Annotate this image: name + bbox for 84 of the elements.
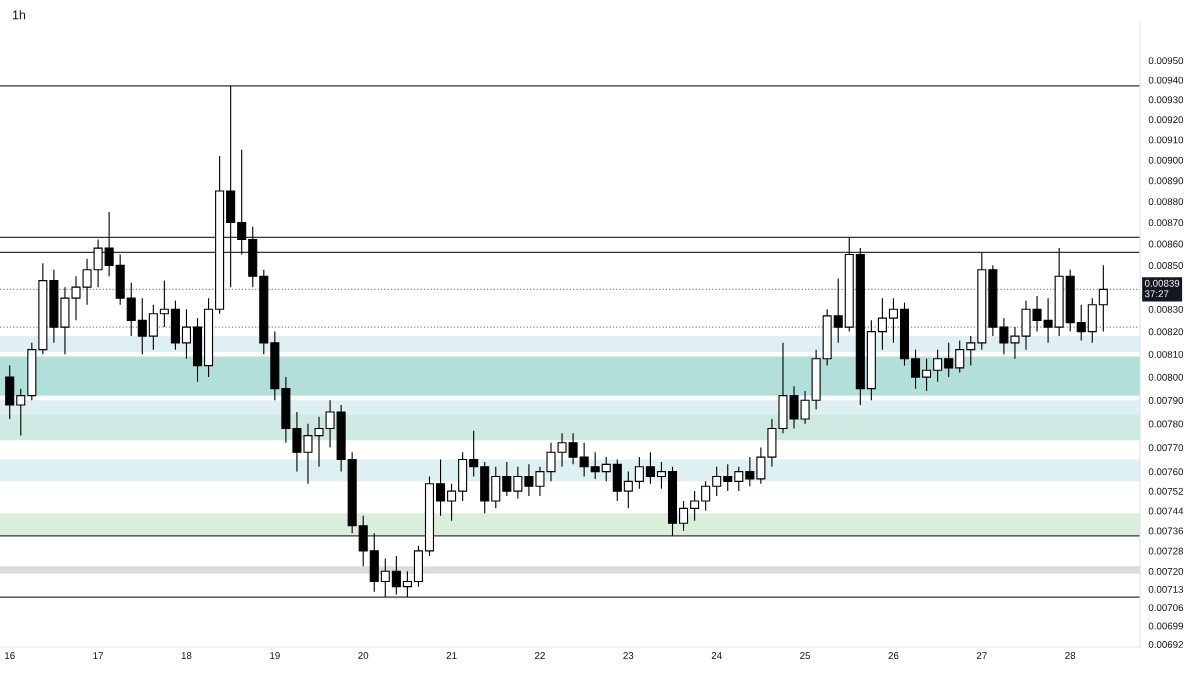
x-tick-label: 23 [623,652,634,659]
y-tick-label: 0.00790 [1148,396,1184,404]
y-tick-label: 0.00752 [1148,487,1183,495]
candlestick [436,458,446,517]
candlestick [104,211,114,277]
candlestick [590,451,600,480]
candlestick [911,349,921,390]
candlestick [579,442,589,478]
y-tick-label: 0.00890 [1148,177,1184,185]
candlestick [148,304,158,351]
candlestick [181,308,191,360]
y-tick-label: 0.00728 [1148,547,1184,555]
candlestick [712,466,722,497]
candlestick [502,461,512,497]
candlestick [723,463,733,492]
x-tick-label: 24 [711,652,722,659]
y-tick-label: 0.00692 [1148,641,1183,648]
candlestick [513,466,523,500]
x-tick-label: 26 [888,652,899,659]
candlestick [734,466,744,492]
y-tick-label: 0.00820 [1148,328,1184,336]
y-tick-label: 0.00744 [1148,507,1184,515]
candlestick [237,149,247,256]
candlestick [16,388,26,437]
candlestick [137,297,147,355]
candlestick [656,461,666,490]
y-tick-label: 0.00780 [1148,420,1184,428]
y-tick-label: 0.00800 [1148,373,1184,381]
x-tick-label: 17 [93,652,104,659]
candlestick [623,471,633,509]
x-tick-label: 16 [5,652,15,659]
y-tick-label: 0.00880 [1148,198,1184,206]
candlestick [679,500,689,532]
y-tick-label: 0.00810 [1148,350,1184,358]
candlestick [634,456,644,490]
candlestick [690,490,700,522]
candlestick [447,483,457,522]
y-tick-label: 0.00950 [1148,57,1184,65]
y-tick-label: 0.00860 [1148,240,1184,248]
x-tick-label: 28 [1065,652,1076,659]
candlestick [159,280,169,328]
candlestick [645,451,655,485]
y-tick-label: 0.00713 [1148,585,1184,593]
candlestick [469,430,479,478]
x-tick-label: 20 [358,652,369,659]
candlestick [745,456,755,487]
candlestick [701,480,711,512]
y-tick-label: 0.00830 [1148,305,1184,313]
candlestick [877,297,887,351]
y-tick-label: 0.00736 [1148,527,1184,535]
y-tick-label: 0.00720 [1148,567,1184,575]
candlestick [391,555,401,595]
y-tick-label: 0.00706 [1148,604,1184,612]
x-tick-label: 22 [535,652,545,659]
y-tick-label: 0.00900 [1148,156,1184,164]
x-tick-label: 21 [446,652,457,659]
y-tick-label: 0.00760 [1148,468,1184,476]
y-tick-label: 0.00910 [1148,136,1184,144]
y-tick-label: 0.00770 [1148,444,1184,452]
candlestick [922,358,932,392]
y-tick-label: 0.00850 [1148,262,1184,269]
candlestick [966,335,976,367]
candlestick [126,282,136,337]
x-tick-label: 25 [800,652,811,659]
x-tick-label: 27 [976,652,987,659]
y-tick-label: 0.00920 [1148,116,1184,124]
candlestick [955,340,965,374]
candlestick [402,570,412,598]
y-tick-label: 0.00930 [1148,96,1184,104]
candlestick [601,456,611,482]
candlestick [1098,264,1108,333]
chart-title: 1h [12,10,26,20]
candlestick [380,557,390,598]
candlestick [888,297,898,344]
candlestick [1076,304,1086,342]
x-tick-label: 18 [181,652,192,659]
y-tick-label: 0.00699 [1148,622,1184,630]
y-tick-label: 0.00870 [1148,219,1184,227]
x-tick-label: 19 [270,652,280,659]
ref-line-label: 0.00839 37:27 [1144,279,1180,298]
candlestick [944,342,954,378]
y-tick-label: 0.00940 [1148,76,1184,84]
candlestick [933,349,943,383]
candlestick [833,277,843,344]
